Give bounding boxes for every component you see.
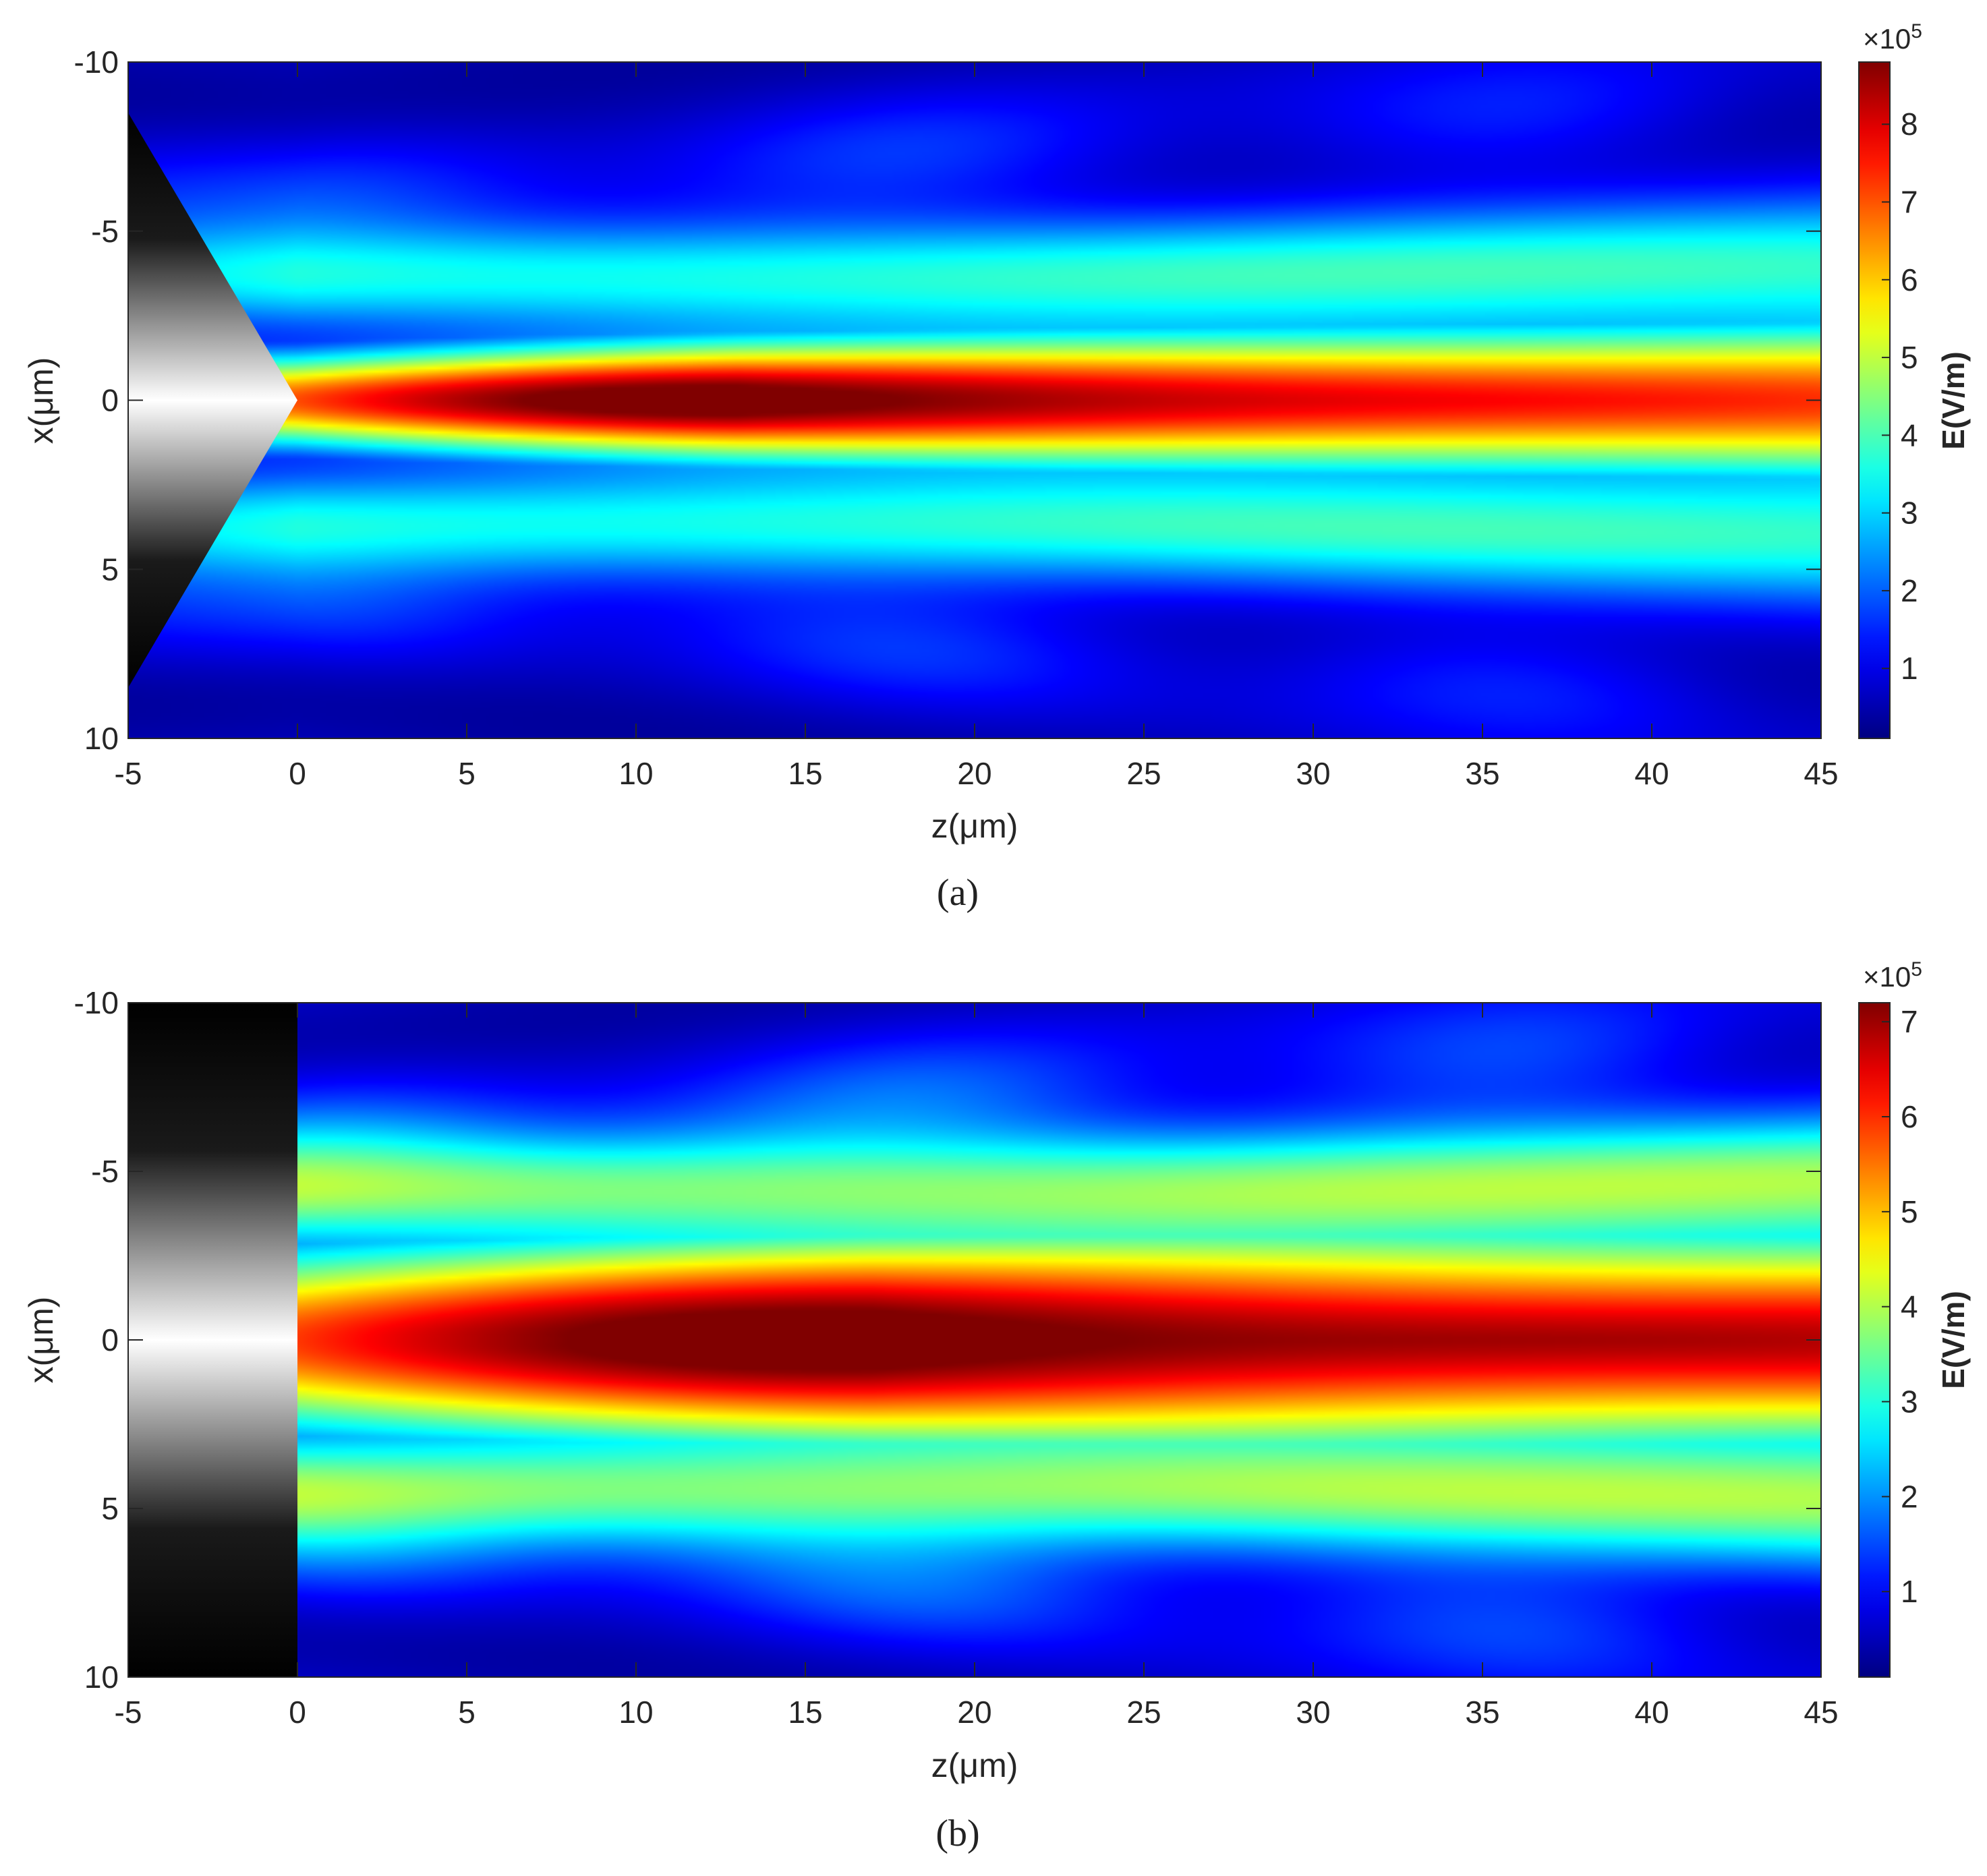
x-tick-label: 15 [788,1695,822,1730]
colorbar-tick-label: 4 [1901,1289,1918,1324]
cone-tip-object [128,113,297,688]
field-heatmap [128,1003,1821,1677]
y-tick-label: -10 [74,985,119,1020]
colorbar-tick-label: 2 [1901,1479,1918,1514]
panel-a: -5 0 5 10 15 20 25 30 35 40 45 -10 -5 0 5 10 z(μm) x(μ… [22,20,1971,914]
x-tick-label: 35 [1465,1695,1499,1730]
y-tick-label: -5 [91,214,119,249]
colorbar-tick-label: 6 [1901,1099,1918,1134]
colorbar-tick-label: 8 [1901,107,1918,142]
x-axis-label: z(μm) [931,807,1018,845]
colorbar-tick-label: 6 [1901,262,1918,297]
y-tick-label: 0 [101,1322,119,1357]
y-tick-label: -5 [91,1154,119,1189]
colorbar-multiplier: ×105 [1863,20,1922,55]
colorbar-tick-label: 4 [1901,417,1918,452]
colorbar-tick-label: 7 [1901,185,1918,220]
x-tick-label: 20 [957,756,991,791]
x-tick-label: -5 [115,1695,142,1730]
x-tick-label: 0 [289,756,306,791]
colorbar-tick-label: 5 [1901,340,1918,375]
y-axis-label: x(μm) [22,1297,60,1384]
colorbar-tick-label: 7 [1901,1004,1918,1039]
x-tick-label: 10 [618,1695,653,1730]
colorbar-label: E(V/m) [1936,1291,1971,1389]
y-tick-label: 5 [101,1491,119,1526]
colorbar-tick-label: 3 [1901,496,1918,531]
colorbar-label: E(V/m) [1936,351,1971,450]
panel-label: (b) [935,1813,979,1854]
colorbar-multiplier: ×105 [1863,958,1922,993]
y-tick-label: 5 [101,552,119,587]
panel-label: (a) [937,872,979,914]
x-tick-label: 45 [1804,1695,1838,1730]
x-tick-label: 5 [458,1695,476,1730]
x-tick-label: 35 [1465,756,1499,791]
field-heatmap [128,62,1821,738]
x-tick-label: 30 [1296,756,1330,791]
y-tick-label: 10 [84,1660,119,1695]
colorbar-tick-label: 5 [1901,1194,1918,1229]
x-axis-label: z(μm) [931,1747,1018,1784]
x-tick-label: 45 [1804,756,1838,791]
y-axis-label: x(μm) [22,357,60,444]
x-tick-label: 20 [957,1695,991,1730]
colorbar-tick-label: 3 [1901,1384,1918,1419]
y-tick-label: 10 [84,721,119,756]
colorbar [1858,1002,1891,1678]
y-tick-label: 0 [101,383,119,418]
x-tick-label: 40 [1634,1695,1669,1730]
x-tick-label: 25 [1126,756,1161,791]
x-tick-label: 5 [458,756,476,791]
x-tick-label: -5 [115,756,142,791]
y-tick-label: -10 [74,45,119,80]
x-tick-label: 40 [1634,756,1669,791]
x-tick-label: 30 [1296,1695,1330,1730]
colorbar [1858,61,1891,739]
x-tick-label: 10 [618,756,653,791]
colorbar-tick-label: 1 [1901,651,1918,686]
x-tick-label: 0 [289,1695,306,1730]
colorbar-tick-label: 1 [1901,1574,1918,1609]
x-tick-label: 25 [1126,1695,1161,1730]
colorbar-tick-label: 2 [1901,573,1918,608]
x-tick-label: 15 [788,756,822,791]
panel-b: -5 0 5 10 15 20 25 30 35 40 45 -10 -5 0 5 10 z(μm) x(μ… [0,938,1987,1876]
flat-end-object [128,1003,297,1677]
